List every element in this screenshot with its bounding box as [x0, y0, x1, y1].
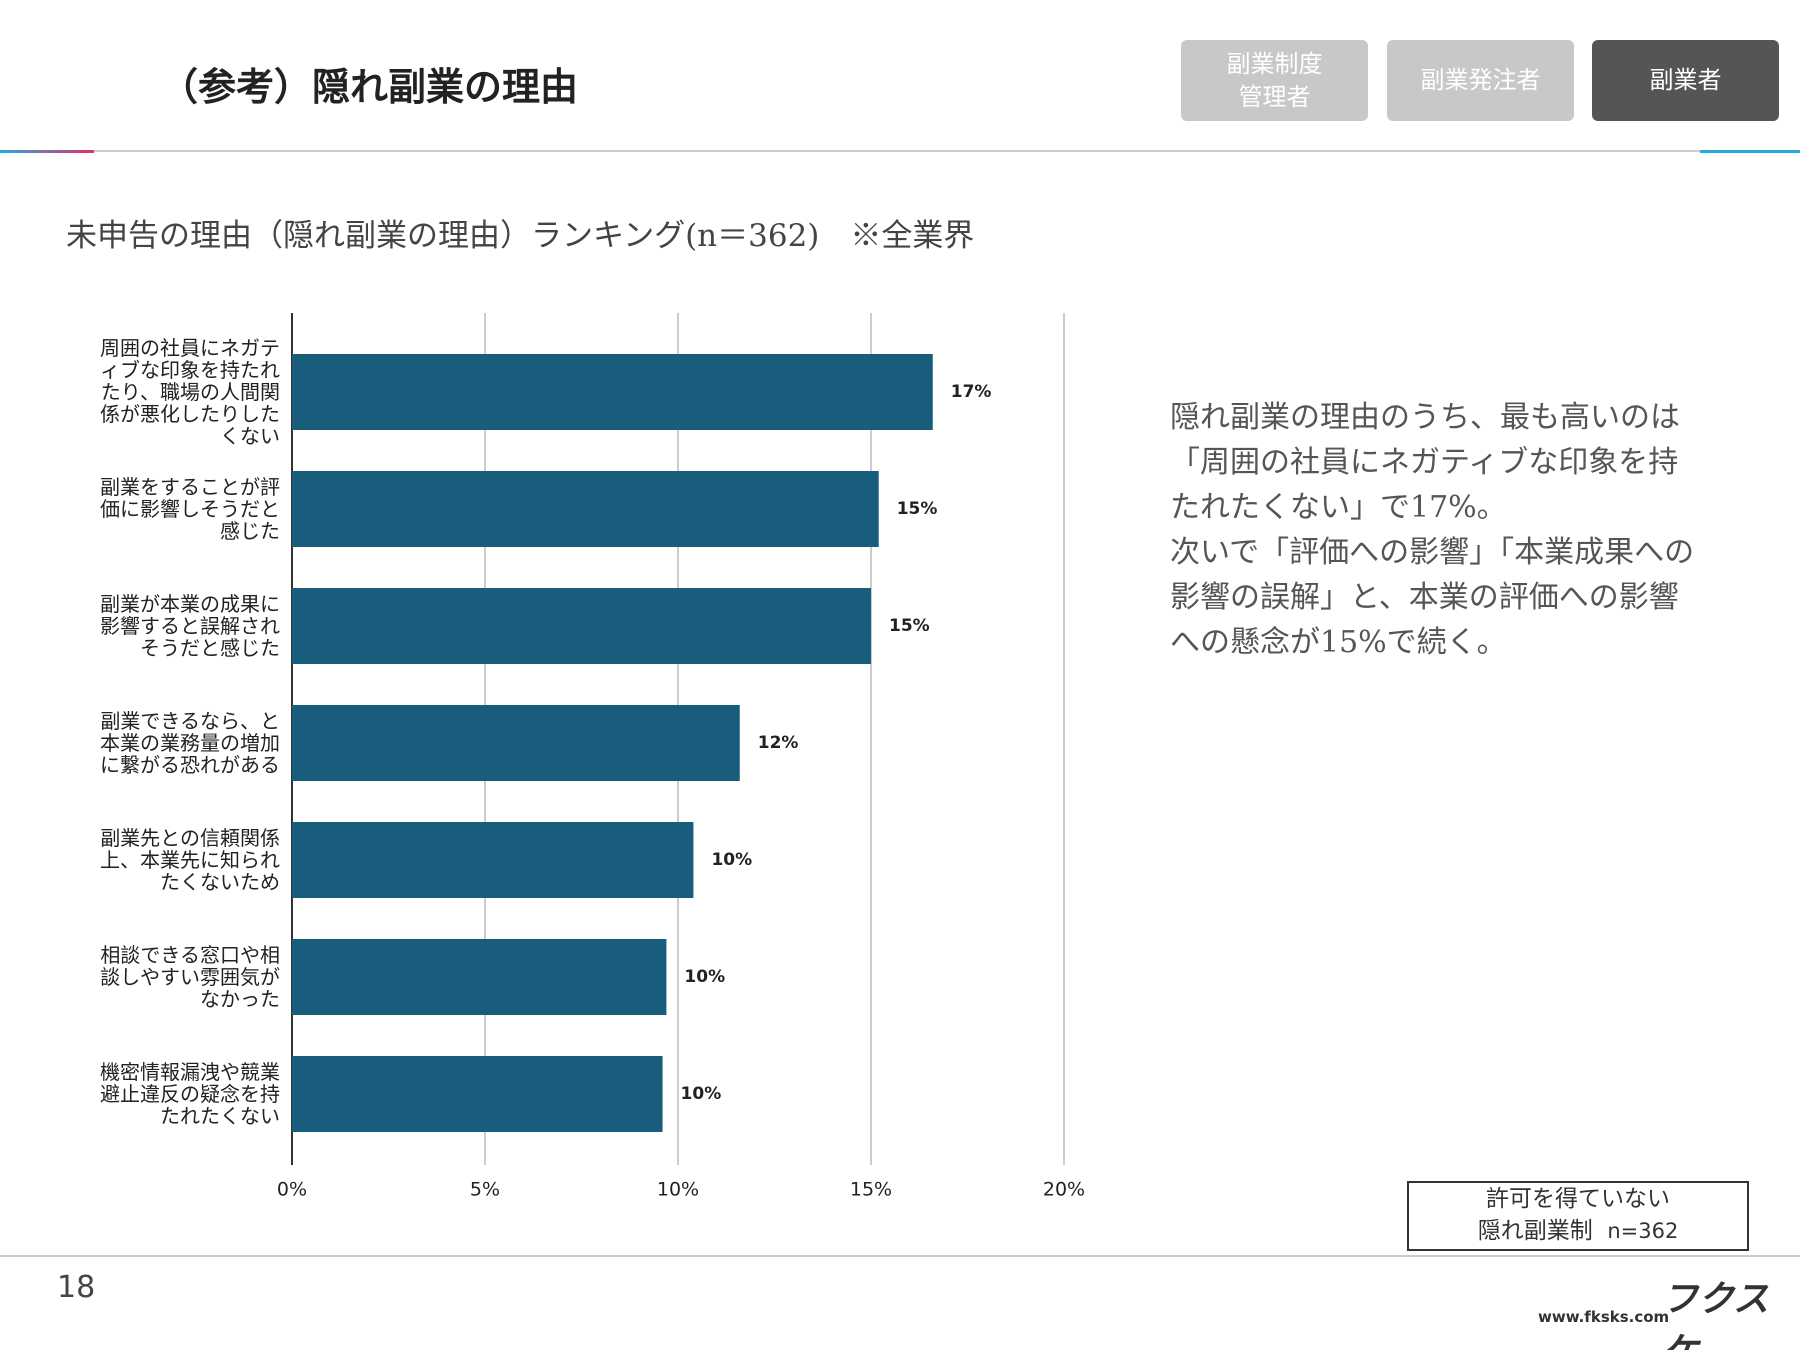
x-tick-label: 20%	[1043, 1179, 1085, 1201]
tab[interactable]: 副業制度管理者	[1181, 40, 1368, 121]
bar	[292, 1056, 663, 1132]
tab[interactable]: 副業発注者	[1387, 40, 1574, 121]
description-text: 次いで「評価への影響」「本業成果への影響の誤解」と、本業の評価への影響への懸念が…	[1170, 535, 1695, 660]
legend-text: 許可を得ていない	[1486, 1186, 1670, 1212]
accent	[1700, 150, 1800, 153]
description: 隠れ副業の理由のうち、最も高いのは「周囲の社員にネガティブな印象を持たれたくない…	[1170, 395, 1700, 665]
y-tick-label: 機密情報漏洩や競業避止違反の疑念を持たれたくない	[100, 1060, 280, 1128]
value-label: 10%	[684, 967, 725, 987]
bar	[292, 939, 667, 1015]
accent	[0, 150, 94, 153]
y-tick-label: 副業先との信頼関係上、本業先に知られたくないため	[100, 826, 280, 894]
bar	[292, 705, 740, 781]
page-number: 18	[57, 1270, 96, 1305]
value-label: 10%	[681, 1084, 722, 1104]
tab-label: 副業者	[1649, 66, 1722, 94]
y-tick-label: 副業できるなら、と本業の業務量の増加に繋がる恐れがある	[100, 709, 280, 777]
y-tick-label: 副業をすることが評価に影響しそうだと感じた	[100, 475, 280, 543]
legend-box: 許可を得ていない 隠れ副業制 n=362	[1407, 1181, 1749, 1251]
chart-title: 未申告の理由（隠れ副業の理由）ランキング(n＝362) ※全業界	[66, 218, 975, 254]
value-label: 10%	[711, 850, 752, 870]
y-tick-label: 周囲の社員にネガティブな印象を持たれたり、職場の人間関係が悪化したりしたくない	[100, 336, 280, 448]
footer-rule	[0, 1255, 1800, 1257]
x-tick-label: 5%	[470, 1179, 500, 1201]
value-label: 15%	[897, 499, 938, 519]
legend-note: n=362	[1607, 1219, 1679, 1243]
value-label: 12%	[758, 733, 799, 753]
header-rule	[0, 150, 1800, 152]
legend-text: 隠れ副業制	[1477, 1218, 1593, 1244]
url: www.fksks.com	[1538, 1308, 1670, 1326]
x-tick-label: 15%	[850, 1179, 892, 1201]
y-tick-label: 副業が本業の成果に影響すると誤解されそうだと感じた	[100, 592, 280, 660]
value-label: 15%	[889, 616, 930, 636]
description-text: 隠れ副業の理由のうち、最も高いのは「周囲の社員にネガティブな印象を持たれたくない…	[1170, 400, 1680, 525]
bar	[292, 822, 694, 898]
bar	[292, 471, 879, 547]
value-label: 17%	[951, 382, 992, 402]
slide-title: （参考）隠れ副業の理由	[160, 64, 579, 109]
x-tick-label: 10%	[657, 1179, 699, 1201]
tab[interactable]: 副業者	[1592, 40, 1779, 121]
logo: フクスケ	[1662, 1279, 1769, 1350]
tab-label: 副業発注者	[1420, 66, 1541, 94]
bar	[292, 588, 871, 664]
tab-label: 副業制度管理者	[1226, 49, 1323, 111]
x-tick-label: 0%	[277, 1179, 307, 1201]
y-tick-label: 相談できる窓口や相談しやすい雰囲気がなかった	[100, 943, 280, 1011]
bar	[292, 354, 933, 430]
